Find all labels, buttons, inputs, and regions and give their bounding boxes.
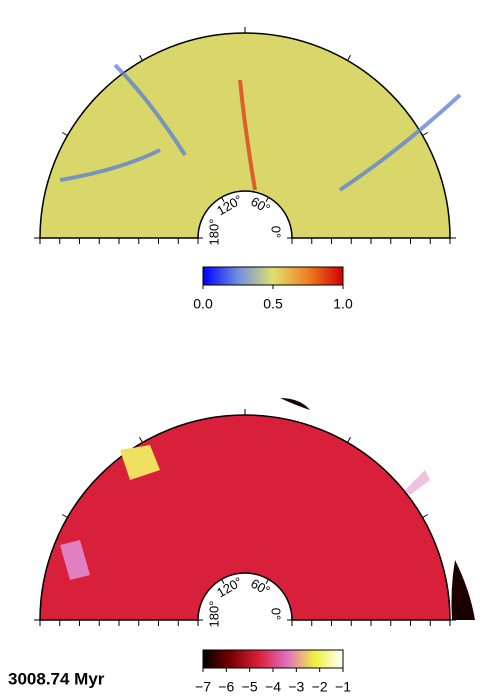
figure: 180°120°60°0°0.00.51.0180°120°60°0°−7−6−… (0, 0, 489, 696)
rim-tick (423, 515, 428, 518)
colorbar-tick-label: −1 (335, 679, 351, 695)
angle-label: 180° (206, 601, 221, 628)
colorbar-tick-label: −4 (265, 679, 281, 695)
colorbar-tick-label: 0.5 (263, 296, 283, 312)
colorbar-tick-label: −5 (242, 679, 258, 695)
colorbar-tick-label: −6 (218, 679, 234, 695)
rim-tick (140, 437, 143, 442)
colorbar-tick-label: 0.0 (193, 296, 213, 312)
colorbar-tick-label: 1.0 (333, 296, 353, 312)
angle-label: 0° (269, 226, 284, 238)
angle-label: 180° (206, 219, 221, 246)
rim-tick (348, 55, 351, 60)
colorbar-tick-label: −3 (288, 679, 304, 695)
colorbar-tick-label: −2 (312, 679, 328, 695)
colorbar (203, 650, 343, 668)
rim-tick (423, 133, 428, 136)
rim-tick (140, 55, 143, 60)
rim-tick (348, 437, 351, 442)
angle-label: 0° (269, 608, 284, 620)
page: {"panels": [ {"angle_ticks": [{"value": … (0, 0, 489, 696)
colorbar (203, 267, 343, 285)
rim-tick (62, 133, 67, 136)
colorbar-tick-label: −7 (195, 679, 211, 695)
rim-tick (62, 515, 67, 518)
time-label: 3008.74 Myr (8, 669, 105, 688)
field (40, 415, 450, 620)
